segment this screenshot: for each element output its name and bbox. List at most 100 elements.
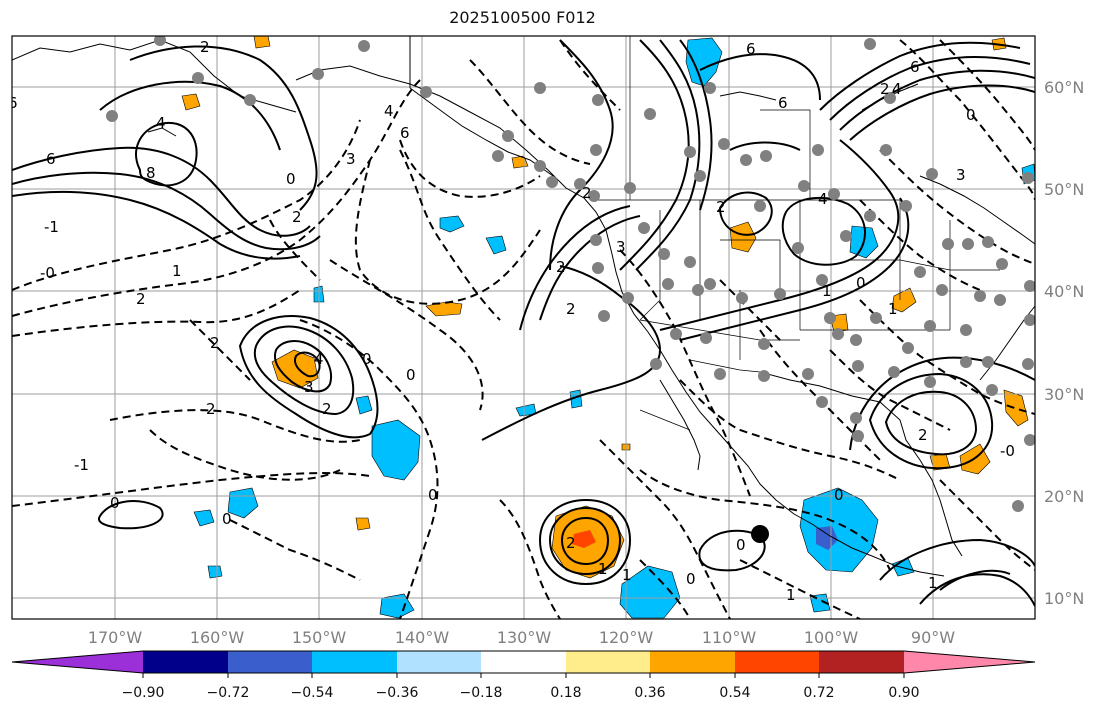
- lon-label: 90°W: [911, 628, 955, 647]
- lat-label: 60°N: [1044, 78, 1084, 97]
- contour-label: 6: [910, 58, 920, 76]
- contour-label: 0: [736, 536, 746, 554]
- lon-label: 140°W: [395, 628, 450, 647]
- contour-label: 2: [136, 290, 146, 308]
- strong-positive-core: [572, 530, 596, 548]
- contour-label: 3: [304, 378, 314, 396]
- contour-label: 2: [918, 426, 928, 444]
- colorbar-segment: [312, 651, 397, 673]
- colorbar-tick-label: −0.18: [460, 685, 503, 701]
- contour-label: 1: [598, 560, 608, 578]
- lon-label: 170°W: [88, 628, 143, 647]
- contour-label: 4: [892, 80, 902, 98]
- political-borders: [596, 36, 1000, 431]
- colorbar-segment: [819, 651, 904, 673]
- contour-label: 1: [622, 566, 632, 584]
- lat-label: 20°N: [1044, 487, 1084, 506]
- contour-label: 1: [172, 262, 182, 280]
- contour-label: 2: [210, 334, 220, 352]
- contour-label: 4: [314, 350, 324, 368]
- colorbar-tick-label: −0.54: [291, 685, 334, 701]
- contour-label: 4: [156, 114, 166, 132]
- contour-label: 0: [966, 106, 976, 124]
- contour-label: 0: [406, 366, 416, 384]
- contour-label: 8: [146, 164, 156, 182]
- contour-label: 0: [110, 494, 120, 512]
- colorbar-tick-label: 0.18: [550, 685, 581, 701]
- map-frame: [11, 35, 1036, 620]
- colorbar-segment: [12, 651, 143, 673]
- contour-label: 4: [384, 102, 394, 120]
- contour-label: 2: [206, 400, 216, 418]
- colorbar-tick-label: 0.90: [888, 685, 919, 701]
- negative-shading: [193, 37, 1035, 619]
- contour-label: 2: [292, 208, 302, 226]
- colorbar-segment: [143, 651, 228, 673]
- colorbar-segment: [228, 651, 312, 673]
- map-title: 2025100500 F012: [449, 8, 596, 27]
- contour-label: 2: [566, 300, 576, 318]
- colorbar-tick-label: −0.72: [207, 685, 250, 701]
- colorbar: −0.90 −0.72 −0.54 −0.36 −0.18 0.18 0.36 …: [11, 650, 1036, 701]
- colorbar-segment: [481, 651, 566, 673]
- colorbar-segment: [735, 651, 819, 673]
- contour-label: 0: [856, 274, 866, 292]
- contour-label: 2: [556, 258, 566, 276]
- lat-label: 40°N: [1044, 282, 1084, 301]
- lat-label: 50°N: [1044, 180, 1084, 199]
- lon-label: 130°W: [497, 628, 552, 647]
- strong-negative-core: [816, 526, 838, 550]
- contour-label: 3: [616, 238, 626, 256]
- colorbar-tick-label: −0.36: [376, 685, 419, 701]
- contour-label: 0: [686, 570, 696, 588]
- storm-center-marker: [751, 525, 769, 543]
- contour-labels: 6 4 8 -1 -0 1 2 2 0 2 4 3 2 0 -1 0 0 0 6…: [8, 38, 1015, 604]
- colorbar-tick-label: 0.54: [719, 685, 750, 701]
- contour-label: 1: [928, 574, 938, 592]
- contour-label: 1: [822, 282, 832, 300]
- contour-label: 0: [428, 486, 438, 504]
- contour-label: 2: [880, 80, 890, 98]
- lon-label: 110°W: [702, 628, 757, 647]
- contour-label: -0: [40, 264, 55, 282]
- contour-label: 2: [322, 400, 332, 418]
- contour-label: 6: [46, 150, 56, 168]
- station-markers: [106, 36, 1035, 512]
- contour-label: 3: [346, 150, 356, 168]
- contour-label: 1: [888, 300, 898, 318]
- lat-label: 10°N: [1044, 589, 1084, 608]
- latitude-labels: 60°N 50°N 40°N 30°N 20°N 10°N: [1044, 78, 1084, 608]
- contour-label: 0: [362, 350, 372, 368]
- contour-label: 2: [716, 198, 726, 216]
- colorbar-segment: [566, 651, 650, 673]
- contour-label: 0: [286, 170, 296, 188]
- colorbar-segment: [397, 651, 481, 673]
- contour-label: 2: [582, 184, 592, 202]
- lon-label: 100°W: [804, 628, 859, 647]
- longitude-labels: 170°W 160°W 150°W 140°W 130°W 120°W 110°…: [88, 628, 955, 647]
- contour-label: 0: [222, 510, 232, 528]
- contour-label: -0: [1000, 442, 1015, 460]
- colorbar-segment: [904, 651, 1035, 673]
- contour-label: 4: [818, 190, 828, 208]
- colorbar-segment: [650, 651, 735, 673]
- lon-label: 150°W: [292, 628, 347, 647]
- contour-label: -1: [74, 456, 89, 474]
- contour-label: 2: [200, 38, 210, 56]
- contour-label: 6: [746, 40, 756, 58]
- contour-label: 1: [786, 586, 796, 604]
- dashed-contours: [12, 39, 1035, 619]
- lon-label: 120°W: [599, 628, 654, 647]
- contour-label: 3: [956, 166, 966, 184]
- contour-label: 2: [566, 534, 576, 552]
- contour-label: 6: [8, 94, 18, 112]
- lon-label: 160°W: [190, 628, 245, 647]
- lat-label: 30°N: [1044, 385, 1084, 404]
- colorbar-tick-label: 0.72: [803, 685, 834, 701]
- colorbar-tick-label: 0.36: [634, 685, 665, 701]
- contour-label: 6: [400, 124, 410, 142]
- contour-label: 6: [778, 94, 788, 112]
- contour-label: -1: [44, 218, 59, 236]
- contour-label: 0: [834, 486, 844, 504]
